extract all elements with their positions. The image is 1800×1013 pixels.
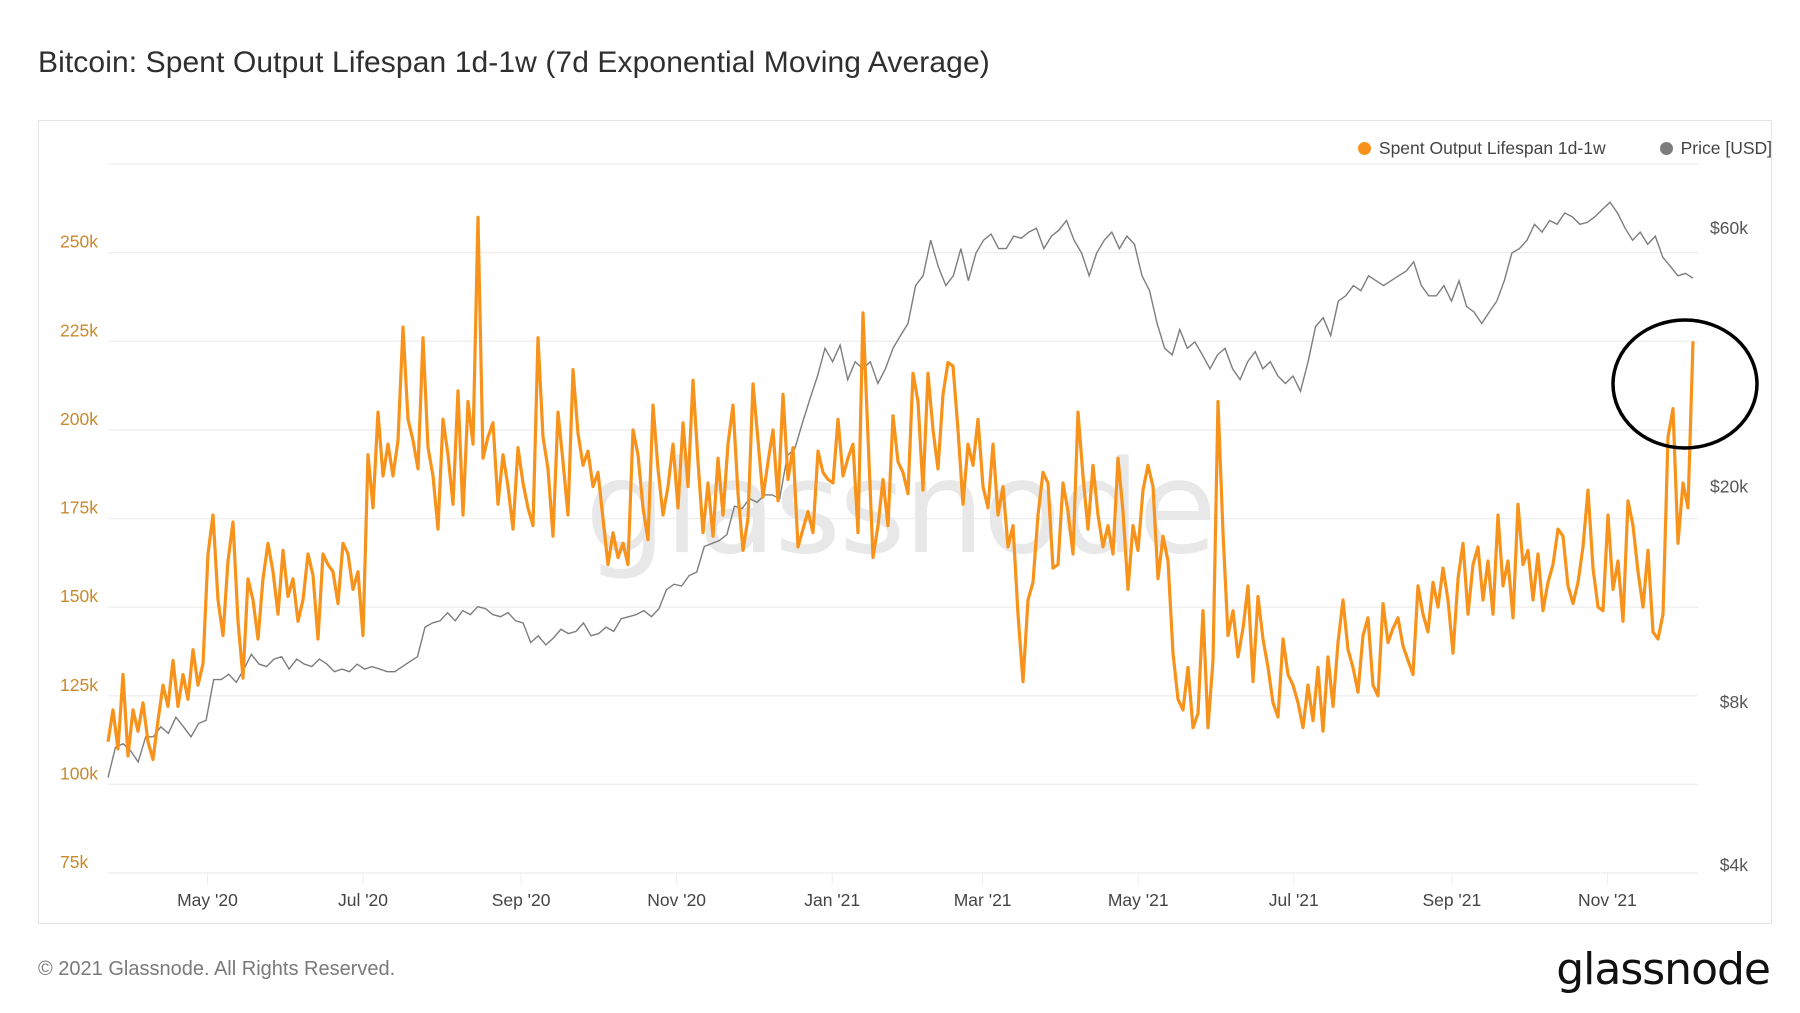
annotation-ellipse (1611, 318, 1759, 450)
copyright-footer: © 2021 Glassnode. All Rights Reserved. (38, 958, 396, 980)
x-tick-label: Sep '21 (1422, 890, 1481, 910)
y-right-tick-label: $60k (1710, 218, 1748, 238)
x-tick-label: Nov '21 (1578, 890, 1637, 910)
x-tick-label: Jan '21 (804, 890, 860, 910)
x-tick-label: May '20 (177, 890, 238, 910)
chart-title: Bitcoin: Spent Output Lifespan 1d-1w (7d… (38, 46, 990, 79)
x-tick-label: Jul '21 (1269, 890, 1319, 910)
y-left-tick-label: 250k (60, 232, 98, 252)
glassnode-logo[interactable]: glassnode (1556, 944, 1771, 995)
x-tick-label: Sep '20 (492, 890, 551, 910)
y-left-tick-label: 225k (60, 320, 98, 340)
y-right-tick-label: $8k (1720, 692, 1748, 712)
legend-item-price[interactable]: Price [USD] (1659, 138, 1772, 159)
y-left-tick-label: 75k (60, 852, 88, 872)
series-line-price (107, 201, 1694, 778)
y-axis-left: 75k 100k 125k 150k 175k 200k 225k 250k (60, 232, 98, 872)
legend: Spent Output Lifespan 1d-1w Price [USD] (1357, 138, 1772, 159)
y-left-tick-label: 100k (60, 763, 98, 783)
x-tick-label: Jul '20 (338, 890, 388, 910)
y-axis-right: $4k $8k $20k $60k (1710, 218, 1748, 875)
y-left-tick-label: 125k (60, 675, 98, 695)
y-right-tick-label: $4k (1720, 855, 1748, 875)
y-left-tick-label: 200k (60, 409, 98, 429)
x-tick-label: May '21 (1108, 890, 1169, 910)
legend-dot-sopl-icon (1357, 142, 1371, 155)
legend-dot-price-icon (1659, 142, 1673, 155)
y-right-tick-label: $20k (1710, 477, 1748, 497)
y-left-tick-label: 175k (60, 498, 98, 518)
y-left-tick-label: 150k (60, 586, 98, 606)
x-tick-label: Mar '21 (954, 890, 1012, 910)
legend-label-sopl: Spent Output Lifespan 1d-1w (1378, 138, 1606, 158)
x-axis: May '20 Jul '20 Sep '20 Nov '20 Jan '21 Mar '… (177, 873, 1637, 910)
chart-frame (38, 120, 1772, 924)
series-line-sopl (106, 215, 1695, 762)
grid-lines (108, 163, 1698, 874)
legend-label-price: Price [USD] (1680, 138, 1772, 158)
legend-item-sopl[interactable]: Spent Output Lifespan 1d-1w (1357, 138, 1606, 159)
x-tick-label: Nov '20 (647, 890, 706, 910)
